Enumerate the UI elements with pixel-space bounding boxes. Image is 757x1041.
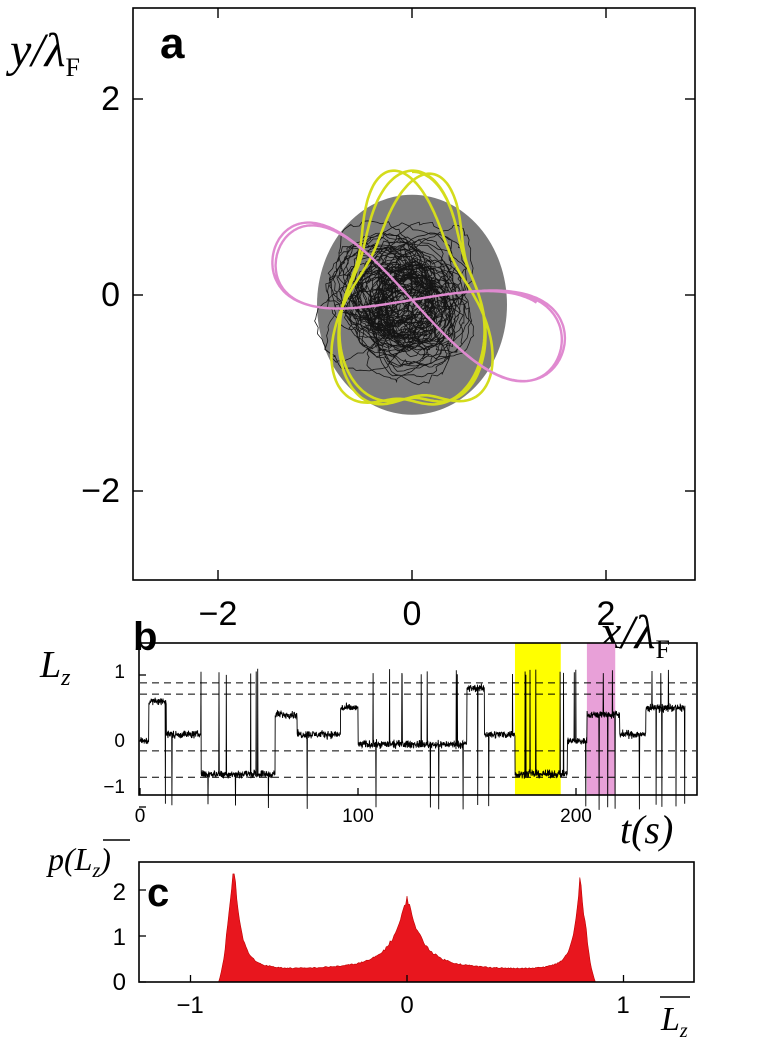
panel-c-letter: c [147,871,169,915]
panel-a-ylabel-main: y/λ [5,24,65,77]
panel-c-frame [138,861,695,983]
panel-a-letter: a [160,19,185,68]
panel-c-ylabel-L: L [74,841,93,877]
a-ytick-2: 2 [101,80,120,118]
panel-c-xlabel-sub: z [679,1020,688,1041]
panel-b-signal [139,668,686,810]
panel-c-ylabel: p(Lz) [46,841,111,882]
c-xtick-1: 1 [616,992,629,1019]
panel-b-highlight-pink [586,643,616,795]
c-ytick-1: 1 [113,924,126,951]
panel-a-frame [132,7,696,581]
panel-c-xlabel: Lz [660,1001,688,1041]
panel-b-highlight-yellow [514,643,561,795]
panel-a-ticks [133,8,695,580]
panel-c-xlabel-L: L [660,1001,680,1038]
c-xtick-0: 0 [400,992,413,1019]
a-xtick-0: 0 [403,595,422,633]
panel-a-xlabel-sub: F [655,635,669,664]
panel-a-ylabel: y/λF [5,24,80,82]
panel-b-ticks [139,674,577,808]
panel-a-pink-orbit [271,221,567,383]
panel-c-ylabel-sub: z [91,860,100,882]
a-xtick-2: 2 [597,595,616,633]
panel-a-yellow-orbit [330,169,494,406]
b-xtick-100: 100 [342,806,374,827]
c-ytick-0: 0 [113,969,126,996]
b-ytick-0: 0 [114,731,125,752]
panel-b-xlabel: t(s) [620,807,673,852]
panel-b-frame [138,642,698,796]
panel-b-reference-lines [140,682,696,778]
a-ytick-neg2: −2 [81,472,120,510]
a-xtick-neg2: −2 [199,595,238,633]
b-ytick-1: 1 [114,662,125,683]
c-ytick-2: 2 [113,879,126,906]
pink-orbit-path [271,221,567,383]
panel-b-ylabel: Lz [39,644,71,691]
panel-c-ylabel-p: p( [46,841,77,877]
panel-b-ylabel-sub: z [60,665,71,691]
b-signal-path [139,668,686,810]
panel-c: c p(Lz) 2 1 0 −1 0 1 Lz [46,839,695,1041]
a-ytick-0: 0 [101,276,120,314]
panel-c-ticks [139,889,625,983]
b-xtick-0: 0 [135,806,146,827]
b-xtick-200: 200 [560,806,592,827]
panel-b-ylabel-main: L [39,644,61,686]
panel-c-ylabel-close: ) [98,841,111,877]
yellow-orbit-path [330,169,494,406]
panel-b: b Lz 1 0 −1 0 100 200 t(s) [39,615,698,852]
panel-c-histogram [147,873,667,983]
panel-a: a y/λF x/λF 2 0 −2 −2 0 2 [5,7,696,664]
c-xtick-neg1: −1 [176,992,203,1019]
panel-b-letter: b [133,615,157,659]
b-ytick-neg1: −1 [103,777,125,798]
panel-a-ylabel-sub: F [65,53,79,82]
